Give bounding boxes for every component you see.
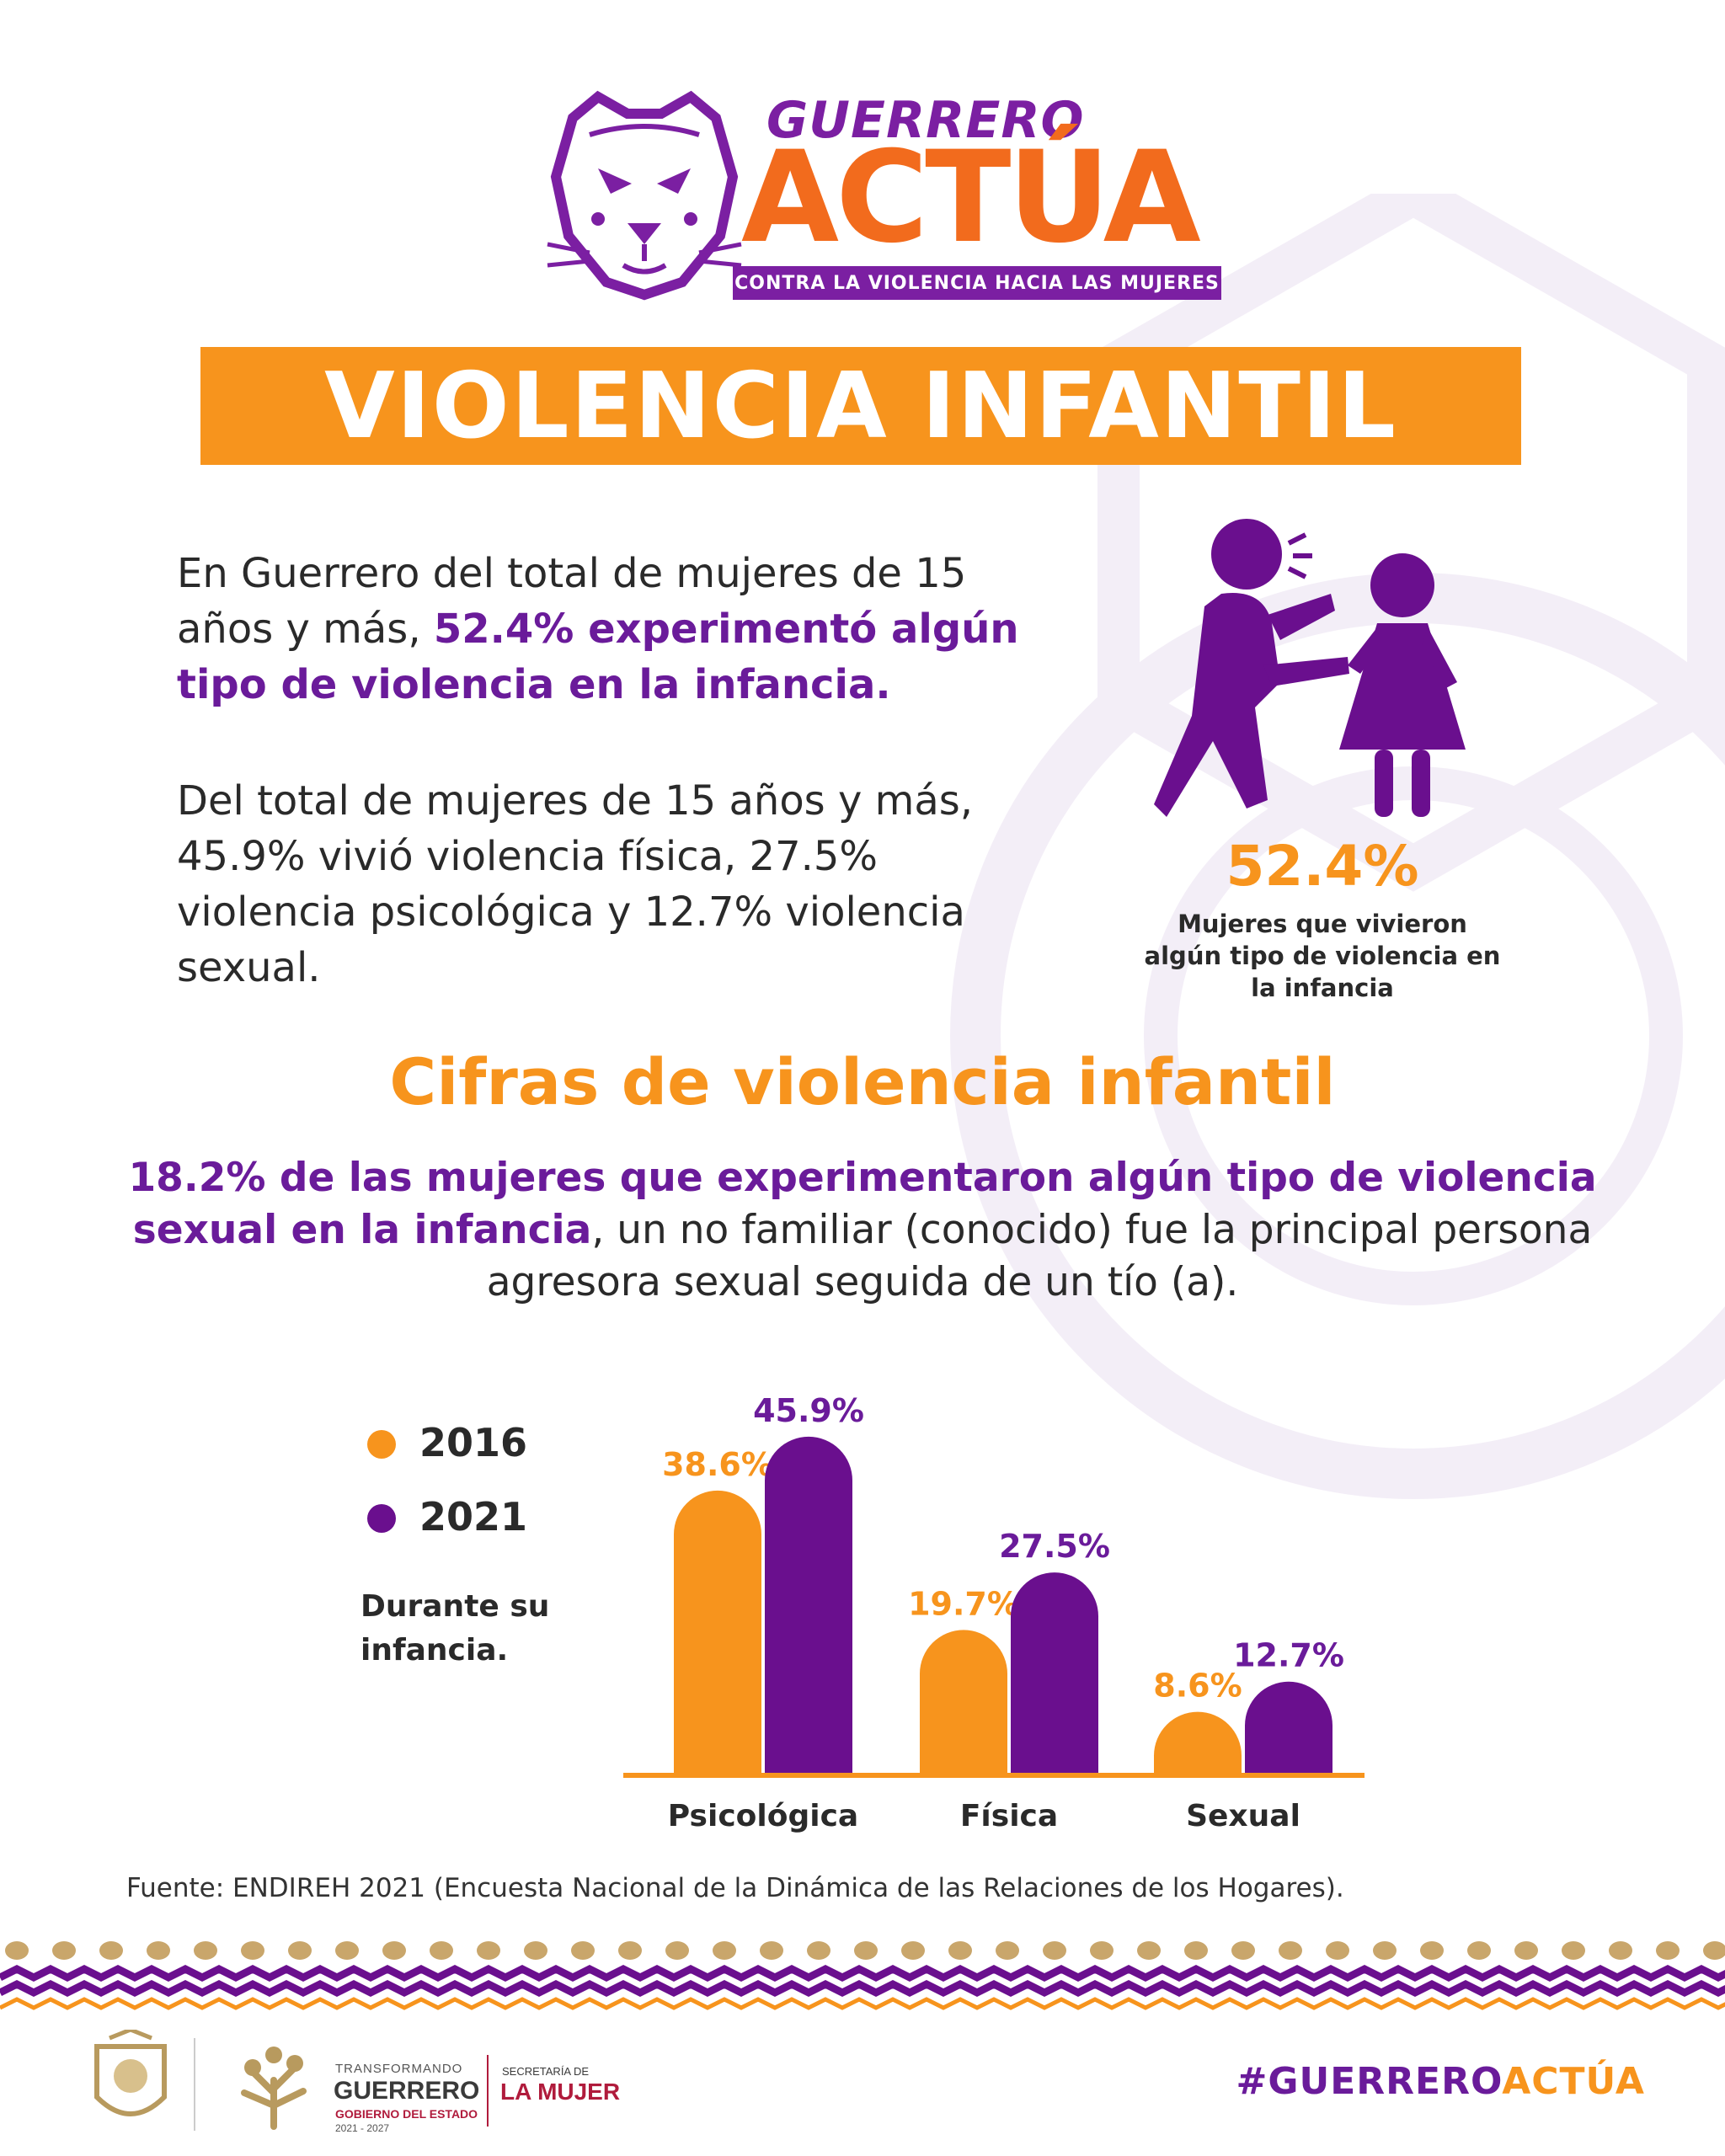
section-description-plain: , un no familiar (conocido) fue la princ…	[486, 1207, 1593, 1305]
secretaria-line-2: LA MUJER	[500, 2079, 621, 2105]
legend-label-2021: 2021	[419, 1494, 528, 1540]
gov-line-2: GUERRERO	[334, 2077, 480, 2105]
hashtag-part-2: ACTÚA	[1502, 2060, 1645, 2103]
footer-divider-2	[487, 2055, 489, 2127]
hashtag-part-1: #GUERRERO	[1236, 2060, 1503, 2103]
bar-física-2016	[920, 1630, 1007, 1775]
intro-paragraph-1: En Guerrero del total de mujeres de 15 a…	[177, 546, 1019, 712]
footer-divider	[194, 2038, 195, 2131]
bar-sexual-2016	[1154, 1711, 1242, 1775]
bar-física-2021	[1011, 1572, 1098, 1775]
highlight-caption: Mujeres que vivieron algún tipo de viole…	[1144, 910, 1501, 1002]
state-coat-of-arms-icon	[94, 2030, 167, 2116]
gov-line-1: TRANSFORMANDO	[335, 2062, 463, 2076]
page-title: VIOLENCIA INFANTIL	[200, 347, 1521, 465]
legend-dot-2021	[367, 1504, 396, 1533]
section-description-bold: 18.2% de las mujeres que experimentaron …	[128, 1155, 1597, 1253]
logo-guerrero-text: GUERRERO	[766, 91, 1085, 150]
gov-line-4: 2021 - 2027	[335, 2122, 390, 2134]
gov-tree-icon	[241, 2047, 307, 2130]
category-label-sexual: Sexual	[1186, 1799, 1300, 1833]
logo-actua-text: ACTÚA	[741, 125, 1201, 271]
jaguar-logo-icon	[547, 90, 742, 301]
secretaria-line-1: SECRETARÍA DE	[502, 2065, 590, 2078]
data-label-sexual-2016: 8.6%	[1153, 1668, 1242, 1705]
gov-line-3: GOBIERNO DEL ESTADO	[335, 2107, 478, 2121]
intro-paragraph-2: Del total de mujeres de 15 años y más, 4…	[177, 777, 974, 991]
bar-psicológica-2016	[674, 1490, 761, 1775]
data-label-física-2016: 19.7%	[908, 1585, 1019, 1622]
source-note: Fuente: ENDIREH 2021 (Encuesta Nacional …	[126, 1873, 1344, 1903]
intro-paragraph-1-plain: En Guerrero del total de mujeres de 15 a…	[177, 550, 967, 653]
data-label-sexual-2021: 12.7%	[1233, 1637, 1344, 1674]
bar-psicológica-2021	[765, 1436, 852, 1775]
highlight-percentage: 52.4%	[1226, 834, 1419, 899]
category-label-psicológica: Psicológica	[668, 1799, 858, 1833]
data-label-física-2021: 27.5%	[999, 1528, 1110, 1565]
intro-paragraph-1-bold: 52.4% experimentó algún tipo de violenci…	[177, 606, 1019, 708]
data-label-psicológica-2021: 45.9%	[753, 1392, 864, 1429]
legend-label-2016: 2016	[419, 1420, 528, 1465]
section-title: Cifras de violencia infantil	[389, 1044, 1336, 1119]
bar-sexual-2021	[1245, 1681, 1332, 1775]
hashtag: #GUERREROACTÚA	[1236, 2060, 1646, 2103]
decorative-border	[0, 1941, 1725, 2010]
bar-chart: 38.6% 45.9% Psicológica 19.7% 27.5% Física 8.6…	[623, 1392, 1365, 1833]
section-description: 18.2% de las mujeres que experimentaron …	[126, 1152, 1599, 1309]
data-label-psicológica-2016: 38.6%	[662, 1446, 773, 1483]
legend-dot-2016	[367, 1430, 396, 1459]
adult-child-icon	[1154, 519, 1466, 817]
chart-note: Durante su infancia.	[360, 1589, 550, 1668]
category-label-física: Física	[960, 1799, 1058, 1833]
logo-tagline-band: CONTRA LA VIOLENCIA HACIA LAS MUJERES	[733, 266, 1221, 300]
